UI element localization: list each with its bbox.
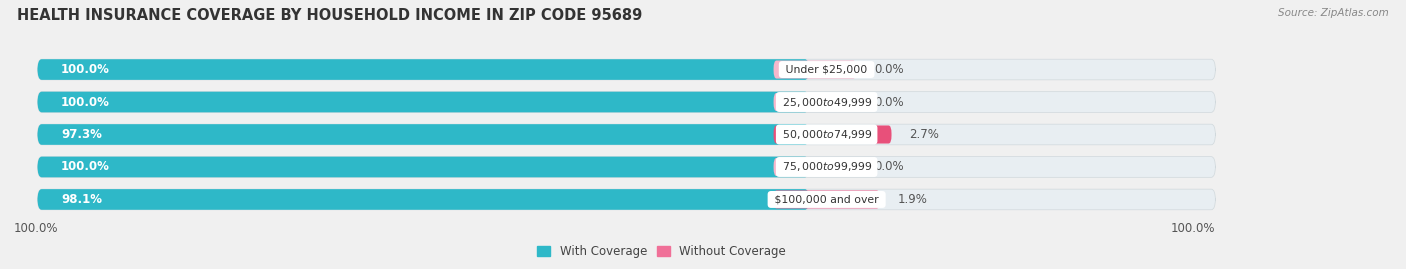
FancyBboxPatch shape [38, 157, 808, 177]
FancyBboxPatch shape [773, 61, 856, 79]
Text: 0.0%: 0.0% [873, 63, 904, 76]
FancyBboxPatch shape [38, 124, 1215, 145]
Text: 2.7%: 2.7% [910, 128, 939, 141]
FancyBboxPatch shape [38, 92, 808, 112]
Text: 100.0%: 100.0% [14, 222, 59, 235]
FancyBboxPatch shape [38, 189, 808, 210]
FancyBboxPatch shape [773, 93, 856, 111]
Text: 98.1%: 98.1% [62, 193, 103, 206]
Text: Source: ZipAtlas.com: Source: ZipAtlas.com [1278, 8, 1389, 18]
Legend: With Coverage, Without Coverage: With Coverage, Without Coverage [533, 240, 790, 263]
FancyBboxPatch shape [773, 158, 856, 176]
Text: 97.3%: 97.3% [62, 128, 103, 141]
Text: HEALTH INSURANCE COVERAGE BY HOUSEHOLD INCOME IN ZIP CODE 95689: HEALTH INSURANCE COVERAGE BY HOUSEHOLD I… [17, 8, 643, 23]
FancyBboxPatch shape [773, 190, 880, 208]
FancyBboxPatch shape [38, 157, 1215, 177]
FancyBboxPatch shape [38, 59, 808, 80]
Text: 0.0%: 0.0% [873, 161, 904, 174]
FancyBboxPatch shape [38, 124, 808, 145]
FancyBboxPatch shape [38, 189, 1215, 210]
Text: 100.0%: 100.0% [62, 161, 110, 174]
Text: $25,000 to $49,999: $25,000 to $49,999 [779, 95, 875, 108]
FancyBboxPatch shape [38, 92, 1215, 112]
Text: $50,000 to $74,999: $50,000 to $74,999 [779, 128, 875, 141]
Text: $75,000 to $99,999: $75,000 to $99,999 [779, 161, 875, 174]
FancyBboxPatch shape [773, 125, 891, 144]
Text: $100,000 and over: $100,000 and over [770, 194, 882, 204]
Text: 100.0%: 100.0% [1171, 222, 1215, 235]
FancyBboxPatch shape [38, 59, 1215, 80]
Text: 100.0%: 100.0% [62, 95, 110, 108]
Text: 1.9%: 1.9% [897, 193, 927, 206]
Text: 100.0%: 100.0% [62, 63, 110, 76]
Text: Under $25,000: Under $25,000 [782, 65, 872, 75]
Text: 0.0%: 0.0% [873, 95, 904, 108]
